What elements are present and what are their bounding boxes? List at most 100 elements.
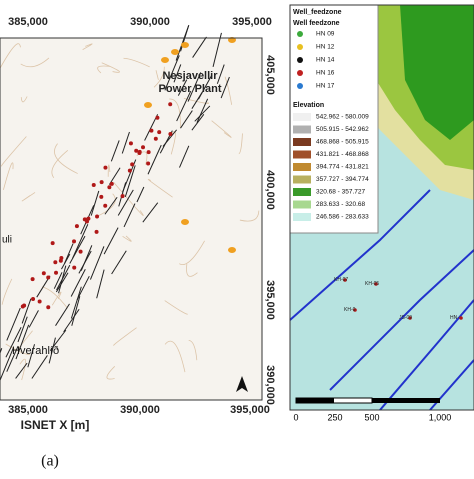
well-label: HN- xyxy=(450,315,459,321)
well-marker xyxy=(128,141,133,146)
contour xyxy=(238,133,243,155)
fault xyxy=(198,74,213,100)
fault xyxy=(212,32,222,67)
fault xyxy=(104,196,118,215)
legend-label: 246.586 - 283.633 xyxy=(316,214,369,221)
fault xyxy=(15,362,28,379)
well-marker xyxy=(59,256,64,261)
fault xyxy=(55,303,70,326)
well-marker xyxy=(74,224,79,229)
contour xyxy=(179,240,205,265)
legend-subtitle: Well feedzone xyxy=(293,20,340,27)
fault xyxy=(110,140,120,162)
legend-label: HN 12 xyxy=(316,44,335,51)
fault xyxy=(55,272,69,293)
scale-segment xyxy=(296,398,334,403)
well-marker xyxy=(84,219,89,224)
well-marker xyxy=(20,304,25,309)
well-marker xyxy=(109,181,114,186)
legend-symbol xyxy=(297,57,303,63)
well-marker xyxy=(37,299,42,304)
fault xyxy=(5,326,22,358)
contour xyxy=(186,264,198,277)
fault xyxy=(63,308,80,333)
legend-label: 283.633 - 320.68 xyxy=(316,201,366,208)
well-marker xyxy=(103,165,108,170)
well-marker xyxy=(168,132,173,137)
fault xyxy=(6,345,19,372)
well-marker xyxy=(91,182,96,187)
contour xyxy=(19,358,26,381)
contour xyxy=(122,235,132,242)
contours xyxy=(0,43,260,381)
legend-title: Well_feedzone xyxy=(293,9,342,16)
legend-label: 542.962 - 580.009 xyxy=(316,114,369,121)
legend-symbol xyxy=(297,83,303,89)
fault xyxy=(49,329,67,351)
contour xyxy=(97,65,111,74)
contour xyxy=(101,62,120,73)
fault xyxy=(53,272,63,289)
legend-label: HN 09 xyxy=(316,31,335,38)
fault xyxy=(64,243,74,264)
contour xyxy=(82,43,93,50)
fault xyxy=(176,90,192,122)
fault xyxy=(72,224,89,259)
well-marker xyxy=(107,185,112,190)
fault xyxy=(71,296,81,326)
fault xyxy=(90,190,100,216)
fault xyxy=(58,265,67,294)
well-label: KH-05 xyxy=(365,281,379,287)
scale-segment xyxy=(372,398,440,403)
contour xyxy=(224,76,233,105)
well-marker xyxy=(99,180,104,185)
fault xyxy=(196,98,209,123)
fault xyxy=(76,275,90,301)
scale-label: 0 xyxy=(293,412,298,422)
legend-label: 357.727 - 394.774 xyxy=(316,176,369,183)
well-point xyxy=(343,278,347,282)
legend-label: 505.915 - 542.962 xyxy=(316,126,369,133)
contour xyxy=(1,278,13,305)
legend-label: HN 14 xyxy=(316,57,335,64)
right-tick-label: 390,000 xyxy=(264,365,276,405)
well-marker xyxy=(86,216,91,221)
well-marker xyxy=(30,277,35,282)
top-tick-label: 385,000 xyxy=(8,16,48,28)
contour xyxy=(107,164,111,177)
left-map-area xyxy=(0,38,262,400)
geothermal-area xyxy=(161,57,169,63)
well-marker xyxy=(130,162,135,167)
fault xyxy=(28,310,39,328)
fault xyxy=(194,105,211,122)
bottom-tick-label: 385,000 xyxy=(8,404,48,416)
contour xyxy=(123,57,150,68)
north-arrow xyxy=(236,376,248,392)
fault xyxy=(179,145,190,168)
legend-label: 468.868 - 505.915 xyxy=(316,139,369,146)
contour xyxy=(97,193,116,217)
contour xyxy=(0,136,27,167)
fault xyxy=(162,129,178,147)
fault xyxy=(216,64,225,84)
fault xyxy=(6,307,21,341)
fault xyxy=(48,337,56,364)
fault xyxy=(121,131,130,154)
right-tick-label: 400,000 xyxy=(264,170,276,210)
legend-swatch xyxy=(293,200,311,209)
well-marker xyxy=(155,115,160,120)
contour xyxy=(106,366,116,380)
well-marker xyxy=(168,102,173,107)
fault xyxy=(70,286,82,319)
fault xyxy=(103,227,119,255)
well-marker xyxy=(50,241,55,246)
well-markers xyxy=(20,37,236,310)
well-point xyxy=(353,308,357,312)
well-marker xyxy=(94,229,99,234)
fault xyxy=(15,324,30,360)
well-marker xyxy=(72,265,77,270)
fault xyxy=(21,298,32,324)
well-point xyxy=(408,316,412,320)
legend-label: HN 17 xyxy=(316,83,335,90)
legend-swatch xyxy=(293,188,311,196)
